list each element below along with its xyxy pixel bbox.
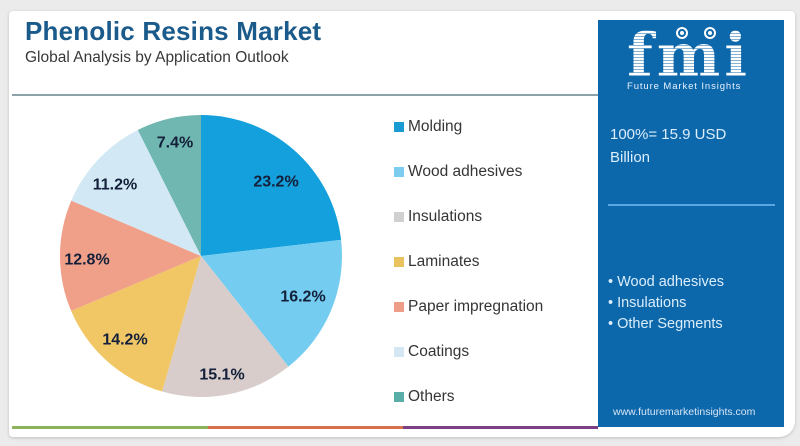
slice-label-molding: 23.2% [253,174,298,191]
legend-label: Others [408,388,455,405]
footer-bar-segment-orange [208,426,403,429]
pie-slice-wood-adhesives [201,239,343,367]
pie-slice-molding [201,114,342,256]
pie-chart: 23.2% 16.2% 15.1% 14.2% 12.8% 11.2% 7.4% [59,114,343,398]
legend-swatch-icon [394,257,404,267]
legend-swatch-icon [394,302,404,312]
footer-bar-segment-purple [403,426,598,429]
pie-slice-laminates [71,256,201,392]
legend-item-coatings: Coatings [394,342,469,362]
legend-swatch-icon [394,167,404,177]
highlight-item: Insulations [608,293,724,314]
legend-swatch-icon [394,347,404,357]
legend-label: Paper impregnation [408,298,544,315]
legend-item-laminates: Laminates [394,252,480,272]
logo-figure-icon [676,27,688,39]
legend-label: Laminates [408,253,480,270]
legend-label: Wood adhesives [408,163,523,180]
pie-slice-paper-impregnation [59,200,202,311]
highlight-item: Other Segments [608,314,724,335]
website-url: www.futuremarketinsights.com [613,406,756,418]
legend-label: Coatings [408,343,470,360]
legend-item-wood-adhesives: Wood adhesives [394,162,522,182]
legend-item-paper-impregnation: Paper impregnation [394,297,543,317]
legend-swatch-icon [394,212,404,222]
legend-swatch-icon [394,122,404,132]
legend-item-others: Others [394,387,455,407]
pie-slice-insulations [162,256,289,398]
page-title: Phenolic Resins Market [25,16,322,46]
market-total-value: 100%= 15.9 USD [610,126,727,143]
legend-label: Insulations [408,208,483,225]
slice-label-coatings: 11.2% [93,177,137,194]
title-divider [12,94,598,96]
legend-item-molding: Molding [394,117,462,137]
slice-label-others: 7.4% [157,135,193,152]
slice-label-laminates: 14.2% [102,332,147,349]
logo-figure-icon [704,27,716,39]
slice-label-paper-impregnation: 12.8% [64,252,109,269]
highlight-item: Wood adhesives [608,272,724,293]
legend-swatch-icon [394,392,404,402]
footer-bar-segment-green [12,426,208,429]
slice-label-insulations: 15.1% [199,367,244,384]
highlight-segments-list: Wood adhesives Insulations Other Segment… [608,272,724,335]
panel-divider [608,204,775,206]
legend-label: Molding [408,118,463,135]
logo-tagline: Future Market Insights [627,81,742,92]
legend-item-insulations: Insulations [394,207,482,227]
fmi-logo: fmi [627,21,752,91]
pie-slice-coatings [71,129,201,256]
pie-slice-others [137,115,201,256]
brand-side-panel [598,20,784,427]
market-total-unit: Billion [610,149,651,166]
slice-label-wood-adhesives: 16.2% [280,289,325,306]
page-subtitle: Global Analysis by Application Outlook [25,49,289,66]
